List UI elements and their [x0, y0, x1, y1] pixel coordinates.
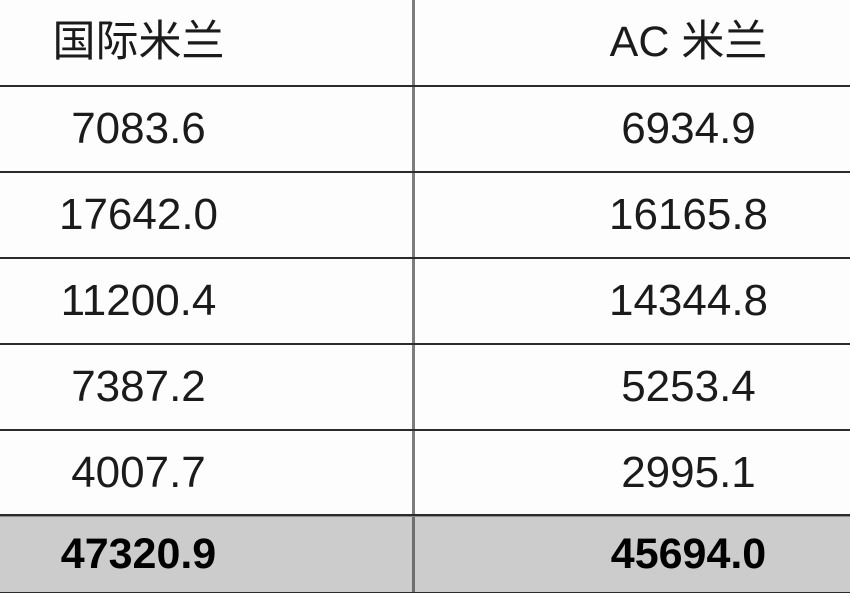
cell-inter: 17642.0 [0, 173, 415, 257]
column-header-acmilan-label: AC 米兰 [609, 18, 768, 66]
table-row: 17642.0 16165.8 [0, 173, 850, 259]
total-cell-inter: 47320.9 [0, 517, 415, 592]
cell-acmilan: 16165.8 [415, 173, 850, 257]
total-cell-acmilan: 45694.0 [415, 517, 850, 592]
cell-inter: 7387.2 [0, 345, 415, 429]
cell-value: 2995.1 [621, 447, 756, 497]
table-row: 11200.4 14344.8 [0, 259, 850, 345]
cell-inter: 11200.4 [0, 259, 415, 343]
cell-value: 6934.9 [621, 104, 756, 153]
cell-value: 7387.2 [71, 362, 206, 411]
cell-value: 14344.8 [608, 276, 769, 325]
table-total-row: 47320.9 45694.0 [0, 516, 850, 594]
cell-acmilan: 6934.9 [415, 87, 850, 171]
bottom-margin [0, 593, 850, 600]
cell-value: 16165.8 [608, 190, 769, 239]
total-value: 45694.0 [610, 530, 767, 578]
cell-inter: 7083.6 [0, 87, 415, 171]
column-header-inter-label: 国际米兰 [52, 18, 225, 66]
table-header-row: 国际米兰 AC 米兰 [0, 0, 850, 87]
cell-value: 11200.4 [60, 276, 217, 325]
cell-acmilan: 5253.4 [415, 345, 850, 429]
column-header-inter: 国际米兰 [0, 0, 415, 85]
total-value: 47320.9 [60, 530, 217, 578]
cell-value: 17642.0 [58, 190, 219, 239]
table-row: 4007.7 2995.1 [0, 431, 850, 516]
table-row: 7083.6 6934.9 [0, 87, 850, 173]
cell-acmilan: 14344.8 [415, 259, 850, 343]
cell-inter: 4007.7 [0, 431, 415, 514]
cell-value: 7083.6 [71, 104, 206, 153]
table-row: 7387.2 5253.4 [0, 345, 850, 431]
cell-value: 5253.4 [621, 362, 756, 411]
cell-acmilan: 2995.1 [415, 431, 850, 514]
column-header-acmilan: AC 米兰 [415, 0, 850, 85]
cell-value: 4007.7 [71, 447, 206, 497]
